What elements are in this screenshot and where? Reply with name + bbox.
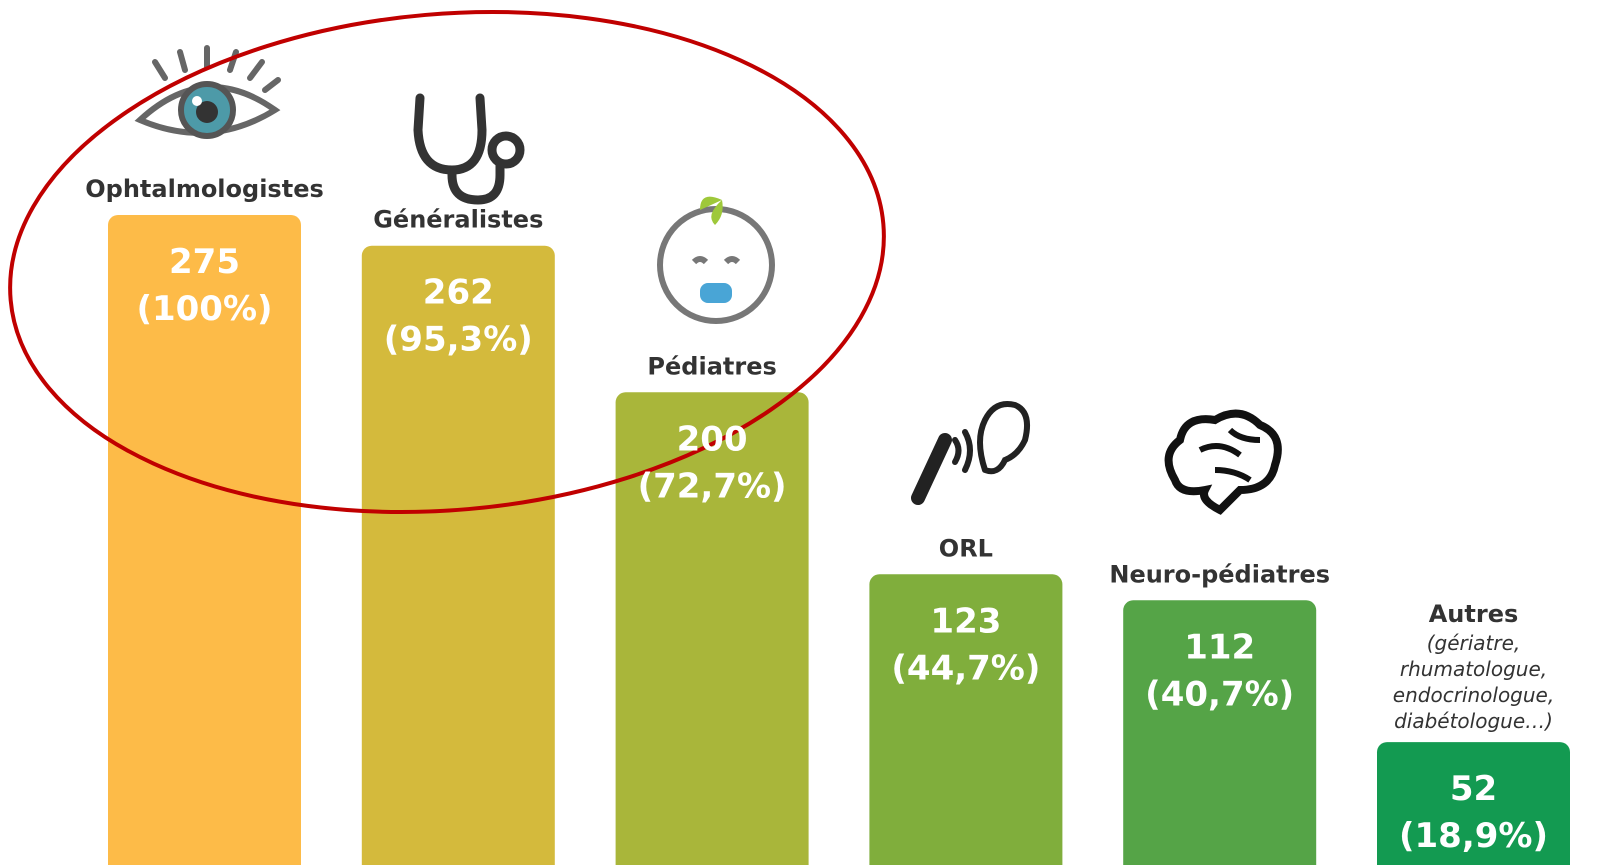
- annotation-text: (gériatre, rhumatologue, endocrinologue,…: [1392, 631, 1555, 734]
- category-label: Autres: [1429, 600, 1519, 628]
- category-label: Ophtalmologistes: [85, 175, 324, 203]
- bar: [361, 245, 555, 865]
- value-label: 112: [1184, 627, 1255, 667]
- value-label: 52: [1450, 769, 1497, 809]
- bars: [108, 215, 1570, 865]
- bar: [108, 215, 301, 865]
- percent-label: (72,7%): [638, 466, 787, 506]
- highlight-ellipse: [8, 10, 886, 514]
- value-label: 200: [677, 419, 748, 459]
- percent-label: (44,7%): [891, 648, 1040, 688]
- bar: [1123, 600, 1317, 865]
- percent-label: (40,7%): [1145, 674, 1294, 714]
- baby-icon: [657, 196, 775, 324]
- ear-icon: [911, 401, 1030, 505]
- value-label: 123: [930, 601, 1001, 641]
- stethoscope-icon: [413, 93, 525, 205]
- eye-icon: [134, 45, 281, 139]
- category-label: ORL: [939, 534, 993, 562]
- brain-icon: [1164, 409, 1282, 515]
- percent-label: (18,9%): [1399, 816, 1548, 856]
- category-label: Généralistes: [373, 206, 543, 234]
- bar: [869, 574, 1063, 865]
- percent-label: (100%): [136, 289, 272, 329]
- percent-label: (95,3%): [384, 320, 533, 360]
- bar: [1377, 742, 1570, 865]
- annotation: (gériatre, rhumatologue, endocrinologue,…: [1392, 631, 1555, 734]
- category-label: Neuro-pédiatres: [1109, 560, 1330, 588]
- value-label: 262: [423, 273, 494, 313]
- value-label: 275: [169, 242, 240, 282]
- category-label: Pédiatres: [647, 352, 776, 380]
- bar: [615, 392, 809, 865]
